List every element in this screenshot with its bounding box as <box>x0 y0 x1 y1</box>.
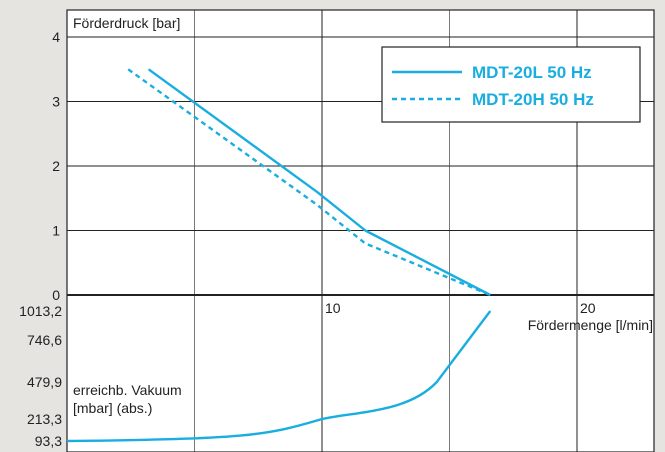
pressure-axis-label: Förderdruck [bar] <box>73 15 180 31</box>
pressure-tick-0: 0 <box>52 287 60 303</box>
legend-label-mdt-20l: MDT-20L 50 Hz <box>472 63 592 82</box>
legend: MDT-20L 50 Hz MDT-20H 50 Hz <box>381 46 641 123</box>
flow-tick-10: 10 <box>325 300 341 316</box>
legend-label-mdt-20h: MDT-20H 50 Hz <box>472 90 594 109</box>
vacuum-tick-479-9: 479,9 <box>27 374 62 390</box>
curves <box>66 68 492 443</box>
series-line-mdt-20h <box>127 68 491 297</box>
vacuum-tick-93-3: 93,3 <box>35 433 62 449</box>
vacuum-axis-label-line1: erreichb. Vakuum <box>73 382 182 398</box>
vacuum-tick-746-6: 746,6 <box>27 332 62 348</box>
pressure-tick-3: 3 <box>52 94 60 110</box>
legend-box <box>381 46 641 123</box>
series-line-mdt-20l <box>147 68 491 297</box>
vacuum-tick-1013-2: 1013,2 <box>19 303 62 319</box>
pressure-tick-1: 1 <box>52 223 60 239</box>
pressure-tick-2: 2 <box>52 158 60 174</box>
flow-axis-label: Fördermenge [l/min] <box>528 317 653 333</box>
vacuum-tick-213-3: 213,3 <box>27 411 62 427</box>
pressure-tick-4: 4 <box>52 29 60 45</box>
flow-tick-20: 20 <box>580 300 596 316</box>
vacuum-axis-label-line2: [mbar] (abs.) <box>73 400 152 416</box>
vacuum-curve <box>66 310 492 443</box>
